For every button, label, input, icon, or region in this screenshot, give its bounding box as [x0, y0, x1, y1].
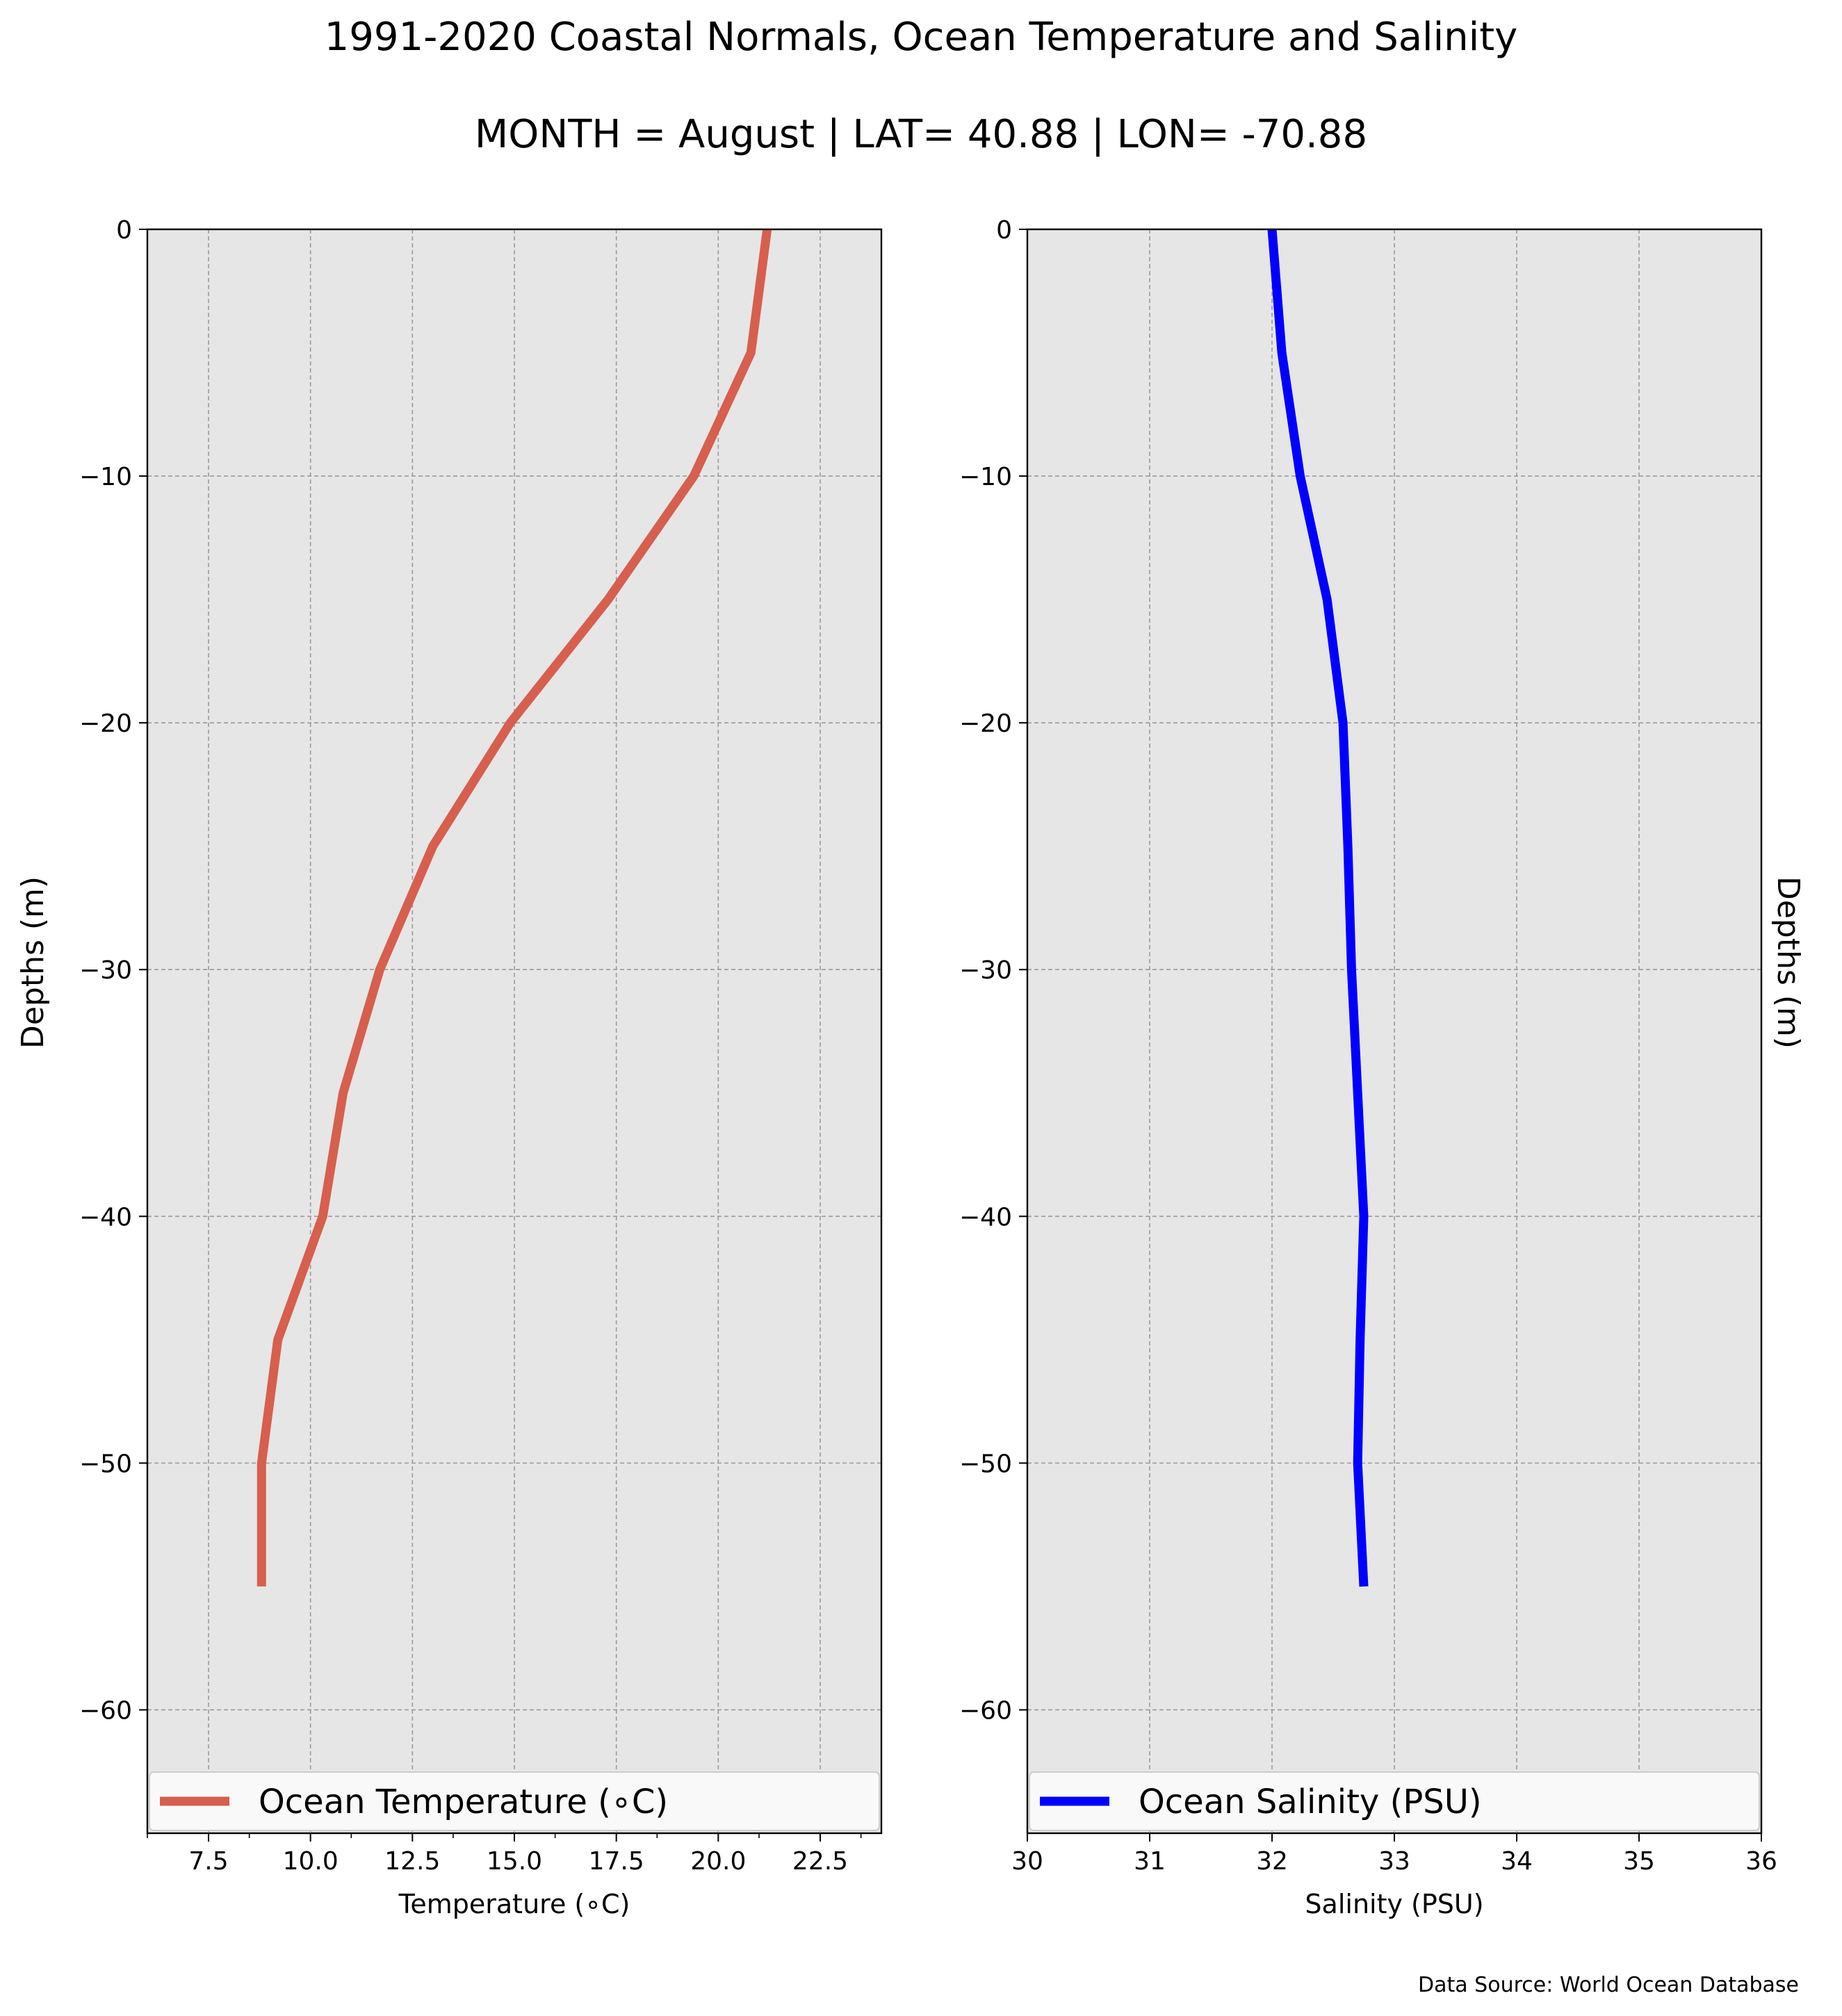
salinity-xtick-label-2: 32: [1256, 1847, 1288, 1876]
temperature-ytick-label-1: −10: [79, 463, 132, 491]
salinity-series-line-0: [1267, 229, 1369, 1587]
temperature-ytick-label-3: −30: [79, 956, 132, 985]
temperature-xtick-label-4: 17.5: [589, 1847, 644, 1876]
salinity-ytick-label-1: −10: [959, 463, 1012, 491]
salinity-xtick-label-1: 31: [1134, 1847, 1166, 1876]
salinity-x-axis-label: Salinity (PSU): [1305, 1889, 1483, 1919]
salinity-xtick-label-0: 30: [1011, 1847, 1043, 1876]
salinity-xtick-label-6: 36: [1745, 1847, 1777, 1876]
salinity-ytick-label-4: −40: [959, 1203, 1012, 1231]
temperature-legend-box: [149, 1771, 880, 1831]
salinity-ytick-label-6: −60: [959, 1696, 1012, 1725]
salinity-xtick-label-4: 34: [1501, 1847, 1533, 1876]
temperature-x-axis-label: Temperature (∘C): [398, 1889, 630, 1919]
salinity-ytick-label-5: −50: [959, 1450, 1012, 1478]
temperature-xtick-label-6: 22.5: [792, 1847, 848, 1876]
temperature-series-line-0: [256, 229, 772, 1587]
temperature-legend-label: Ocean Temperature (∘C): [259, 1783, 668, 1821]
right-y-axis-label: Depths (m): [1770, 876, 1806, 1049]
figure-title-line2: MONTH = August | LAT= 40.88 | LON= -70.8…: [475, 112, 1367, 157]
data-source-note: Data Source: World Ocean Database: [1418, 1973, 1799, 1997]
temperature-ytick-label-2: −20: [79, 710, 132, 738]
temperature-xtick-label-2: 12.5: [384, 1847, 440, 1876]
salinity-panel: Ocean Salinity (PSU) 30 31 32 33 34 35 36 0 −10 −2…: [959, 216, 1777, 1919]
salinity-legend-label: Ocean Salinity (PSU): [1139, 1783, 1482, 1821]
salinity-legend-box: [1029, 1771, 1760, 1831]
temperature-xtick-label-0: 7.5: [188, 1847, 228, 1876]
salinity-ytick-label-3: −30: [959, 956, 1012, 985]
salinity-xtick-label-3: 33: [1378, 1847, 1410, 1876]
temperature-ytick-label-4: −40: [79, 1203, 132, 1231]
temperature-ytick-label-0: 0: [116, 216, 132, 245]
salinity-ytick-label-2: −20: [959, 710, 1012, 738]
temperature-xtick-label-3: 15.0: [487, 1847, 542, 1876]
temperature-ytick-label-6: −60: [79, 1696, 132, 1725]
temperature-panel: Ocean Temperature (∘C) 7.5 10.0 12.5 15.0 17.…: [79, 216, 883, 1919]
left-y-axis-label: Depths (m): [15, 876, 51, 1049]
figure-title-line1: 1991-2020 Coastal Normals, Ocean Tempera…: [325, 15, 1518, 60]
salinity-xtick-label-5: 35: [1623, 1847, 1655, 1876]
salinity-ytick-label-0: 0: [996, 216, 1012, 245]
temperature-xtick-label-1: 10.0: [283, 1847, 339, 1876]
temperature-xtick-label-5: 20.0: [690, 1847, 746, 1876]
temperature-ytick-label-5: −50: [79, 1450, 132, 1478]
